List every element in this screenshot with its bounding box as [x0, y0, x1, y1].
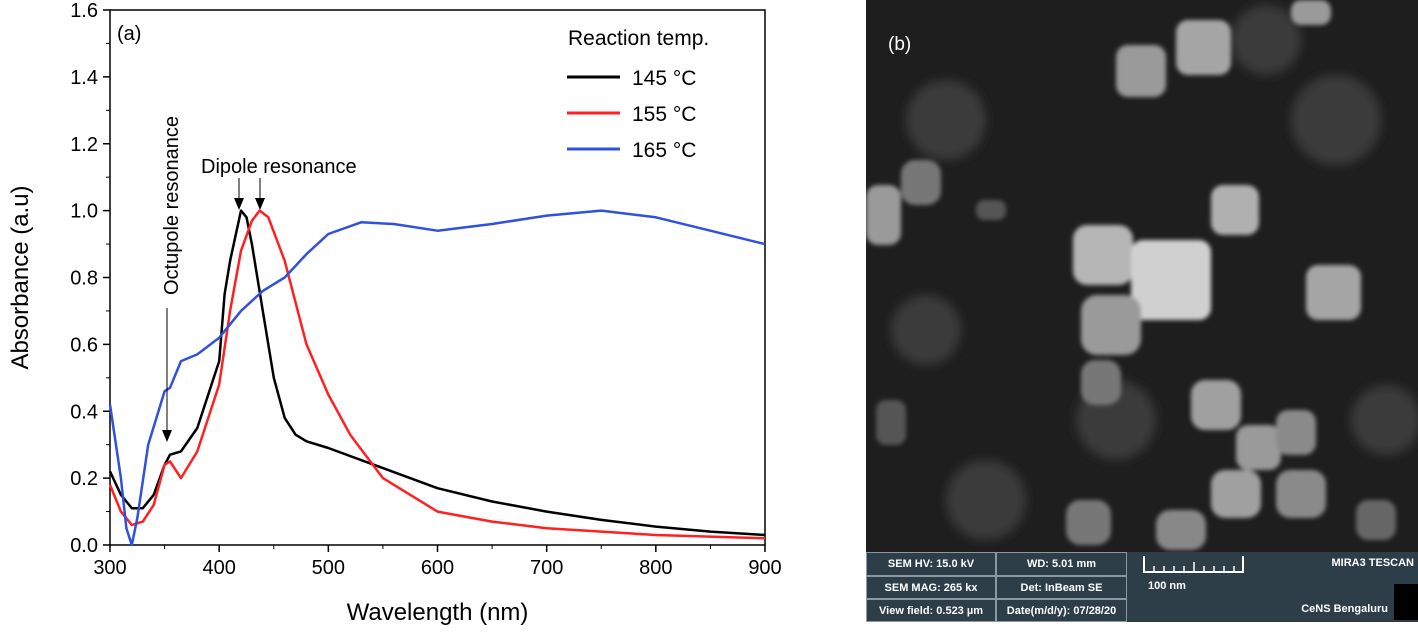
annotation-dipole: Dipole resonance [201, 156, 357, 178]
tescan-logo [1394, 584, 1418, 620]
y-tick-label: 0.2 [70, 468, 98, 490]
x-axis-label: Wavelength (nm) [347, 599, 529, 626]
sem-info-bar: SEM HV: 15.0 kV WD: 5.01 mm SEM MAG: 265… [866, 552, 1418, 622]
dipole-arrow-145-head [234, 198, 244, 210]
octupole-arrowhead [162, 430, 172, 442]
y-tick-label: 1.2 [70, 134, 98, 156]
instrument-brand: MIRA3 TESCAN [1331, 557, 1414, 569]
x-tick-label: 400 [202, 557, 235, 579]
y-tick-label: 0.8 [70, 268, 98, 290]
y-tick-label: 0.0 [70, 535, 98, 557]
sem-hv: SEM HV: 15.0 kV [866, 552, 996, 576]
sem-date: Date(m/d/y): 07/28/20 [996, 599, 1127, 622]
y-axis-label: Absorbance (a.u) [7, 185, 34, 369]
panel-label-b: (b) [888, 34, 912, 55]
absorbance-chart: 300 400 500 600 700 800 900 0.0 0.2 0.4 0.6 0.8 1.0 1… [7, 0, 782, 626]
sem-micrograph [866, 0, 1418, 552]
panel-label-a: (a) [117, 23, 141, 45]
plot-frame [109, 9, 766, 546]
scale-bar [1143, 556, 1244, 573]
x-tick-label: 300 [93, 557, 126, 579]
x-tick-label: 500 [312, 557, 345, 579]
sem-wd: WD: 5.01 mm [996, 552, 1127, 576]
x-tick-label: 700 [530, 557, 563, 579]
x-tick-label: 900 [748, 557, 781, 579]
y-tick-label: 1.6 [70, 0, 98, 22]
legend-label: 155 °C [632, 103, 696, 126]
series-line [108, 209, 766, 537]
annotation-octupole: Octupole resonance [161, 116, 183, 295]
lab-name: CeNS Bengaluru [1301, 603, 1388, 615]
dipole-arrow-155-head [255, 198, 265, 210]
x-tick-label: 800 [639, 557, 672, 579]
sem-image-panel: (b) SEM HV: 15.0 kV WD: 5.01 mm SEM MAG:… [866, 0, 1418, 622]
x-tick-label: 600 [421, 557, 454, 579]
y-tick-label: 0.4 [70, 401, 98, 423]
series-line [108, 209, 766, 547]
series-line [108, 209, 766, 540]
y-tick-label: 1.0 [70, 201, 98, 223]
sem-detector: Det: InBeam SE [996, 576, 1127, 599]
legend-title: Reaction temp. [568, 27, 709, 50]
legend-label: 145 °C [632, 67, 696, 90]
y-tick-label: 1.4 [70, 67, 98, 89]
scale-label: 100 nm [1148, 580, 1186, 592]
sem-mag: SEM MAG: 265 kx [866, 576, 996, 599]
legend-label: 165 °C [632, 139, 696, 162]
y-tick-label: 0.6 [70, 334, 98, 356]
sem-view-field: View field: 0.523 µm [866, 599, 996, 622]
